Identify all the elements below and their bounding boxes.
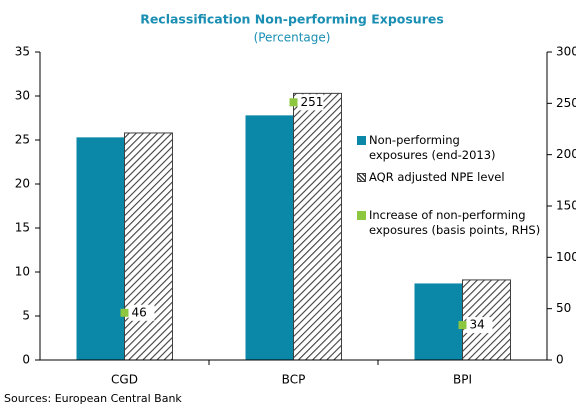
point [120,308,129,317]
label-box [128,304,155,321]
legend-label: Non-performing exposures (end-2013) [369,133,496,162]
bar [293,92,342,361]
y-tick-label: 0 [22,353,30,367]
x-tick-label: BCP [282,373,306,387]
x-tick-label: CGD [111,373,138,387]
bar [245,115,294,360]
bar [414,283,463,360]
legend-label: AQR adjusted NPE level [369,170,505,184]
y2-tick-label: 250 [556,96,576,110]
legend-swatch [357,136,366,145]
bar [76,137,125,360]
legend-swatch [357,173,366,182]
y-tick-label: 5 [22,309,30,323]
y-tick-label: 15 [15,221,30,235]
chart-title: Reclassification Non-performing Exposure… [140,12,444,27]
y-tick-label: 35 [15,45,30,59]
source: Sources: European Central Bank [4,392,182,405]
y2-tick-label: 0 [556,353,564,367]
y2-tick-label: 150 [556,199,576,213]
point [458,321,467,330]
y2-tick-label: 300 [556,45,576,59]
y2-tick-label: 50 [556,301,571,315]
y-tick-label: 20 [15,177,30,191]
label-box [466,317,493,334]
label-box [297,94,324,111]
y2-tick-label: 100 [556,250,576,264]
data-label: 34 [470,318,485,332]
y-tick-label: 30 [15,89,30,103]
legend-label: Increase of non-performing exposures (ba… [369,208,541,237]
bar [124,132,173,361]
point [289,98,298,107]
y2-tick-label: 200 [556,147,576,161]
data-label: 46 [132,305,147,319]
x-tick-label: BPI [453,373,472,387]
chart-subtitle: (Percentage) [254,31,331,45]
y-tick-label: 10 [15,265,30,279]
data-label: 251 [301,95,324,109]
legend-swatch [357,211,366,220]
y-tick-label: 25 [15,133,30,147]
